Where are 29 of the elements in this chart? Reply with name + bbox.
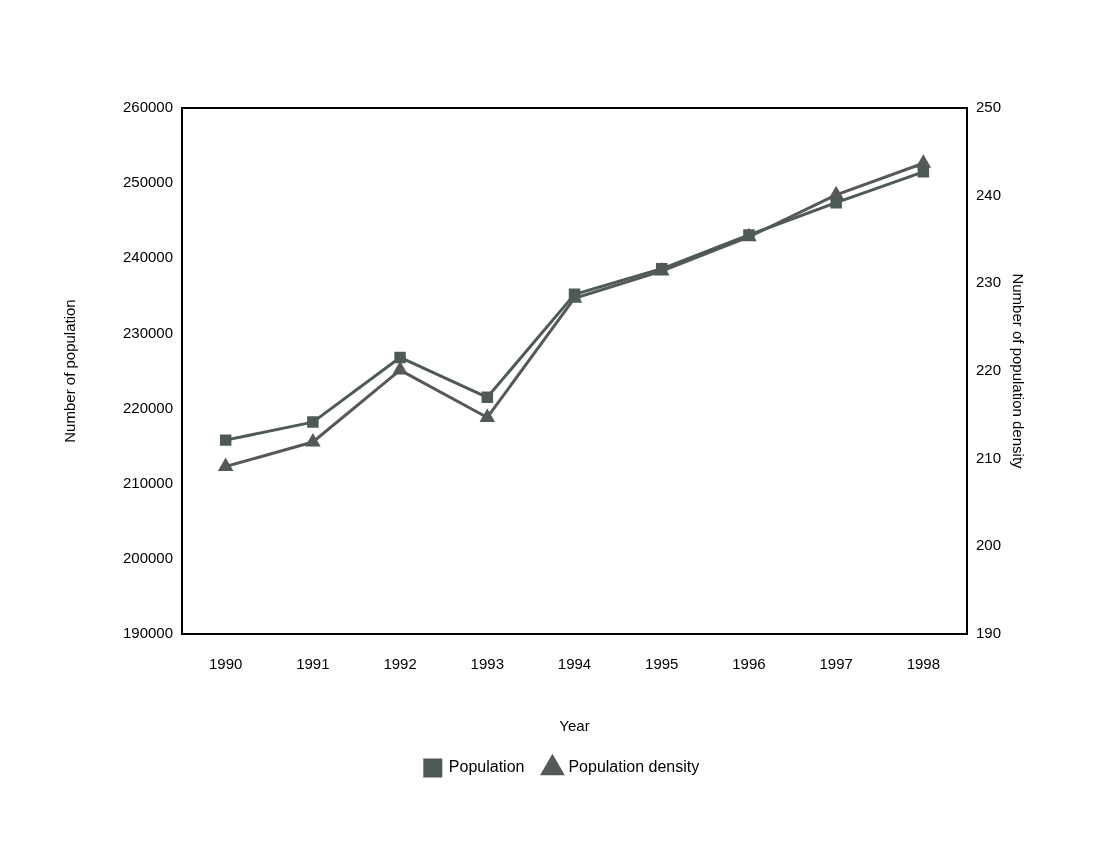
y-tick-label: 230000 [122, 323, 174, 341]
legend-label: Population density [568, 758, 700, 776]
legend-label: Population [448, 758, 525, 776]
y2-tick-label: 210 [975, 448, 1001, 466]
y2-tick-label: 230 [975, 273, 1001, 291]
x-tick-label: 1995 [645, 655, 679, 673]
y2-tick-label: 250 [975, 98, 1001, 116]
y2-tick-label: 240 [975, 185, 1001, 203]
y-tick-label: 200000 [122, 549, 174, 566]
y-axis-title: Number of population [61, 299, 79, 443]
x-tick-label: 1996 [732, 655, 766, 673]
y2-axis-title: Number of population density [1009, 273, 1027, 470]
y-tick-label: 190000 [122, 624, 174, 642]
y-tick-label: 210000 [122, 473, 174, 491]
y-tick-label: 240000 [122, 248, 174, 266]
y2-tick-label: 220 [975, 361, 1001, 379]
x-axis-title: Year [559, 717, 590, 735]
x-tick-label: 1997 [819, 655, 853, 673]
x-tick-label: 1990 [208, 655, 243, 673]
y-tick-label: 260000 [122, 98, 174, 116]
x-tick-label: 1991 [296, 655, 330, 673]
x-tick-label: 1993 [470, 655, 504, 673]
y2-tick-label: 200 [975, 536, 1001, 554]
x-tick-label: 1998 [906, 655, 941, 673]
y-tick-label: 220000 [122, 398, 174, 416]
y-tick-label: 250000 [122, 173, 174, 191]
x-tick-label: 1994 [557, 655, 592, 673]
y2-tick-label: 190 [975, 624, 1001, 642]
x-tick-label: 1992 [383, 655, 417, 673]
